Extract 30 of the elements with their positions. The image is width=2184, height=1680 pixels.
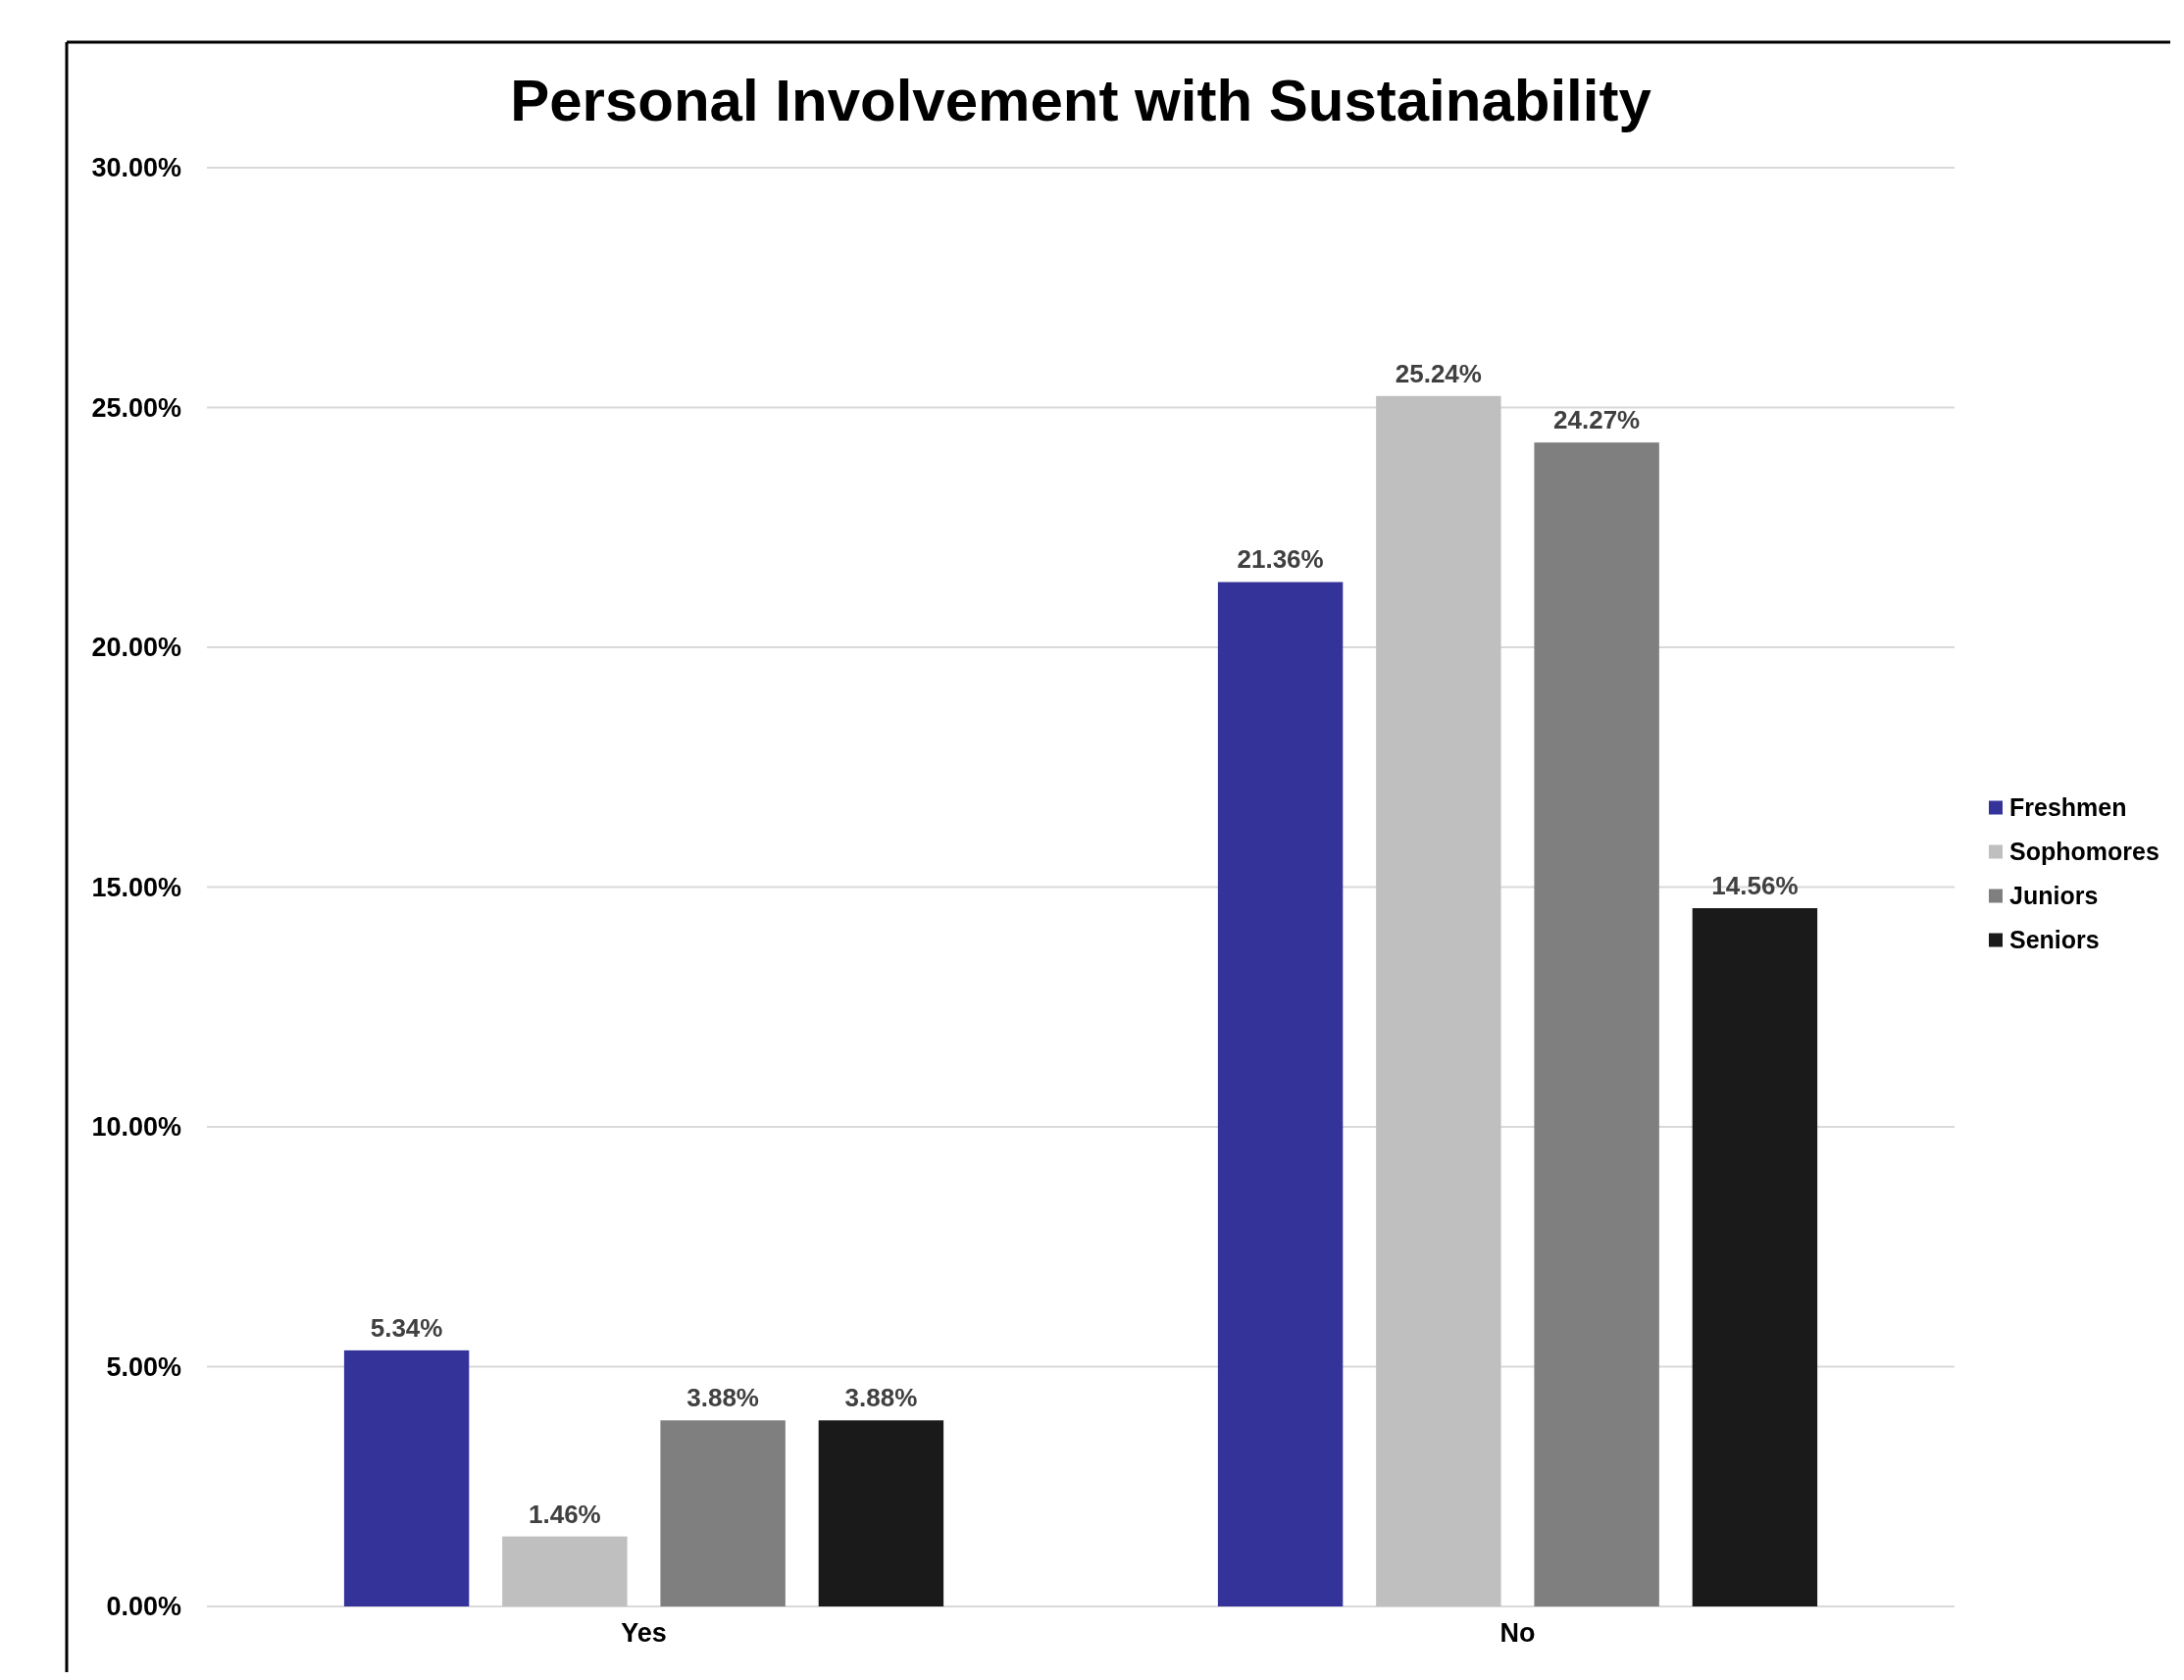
- chart-title: Personal Involvement with Sustainability: [510, 68, 1652, 133]
- data-label: 5.34%: [370, 1312, 443, 1343]
- y-tick-label: 10.00%: [91, 1112, 181, 1142]
- bar: [660, 1420, 786, 1606]
- data-label: 14.56%: [1711, 871, 1799, 901]
- y-tick-label: 25.00%: [91, 392, 181, 423]
- bar: [343, 1349, 470, 1606]
- bar: [502, 1536, 628, 1606]
- x-tick-label: Yes: [621, 1618, 667, 1648]
- y-tick-label: 5.00%: [106, 1351, 181, 1382]
- data-label: 25.24%: [1395, 358, 1482, 388]
- data-label: 3.88%: [844, 1383, 918, 1413]
- y-tick-label: 0.00%: [106, 1592, 181, 1621]
- data-label: 21.36%: [1237, 544, 1324, 575]
- bar: [1692, 908, 1818, 1606]
- bar: [1376, 395, 1501, 1606]
- legend-label: Sophomores: [2009, 837, 2159, 865]
- legend-label: Freshmen: [2009, 792, 2127, 821]
- bar: [1534, 442, 1659, 1606]
- bar: [818, 1420, 944, 1606]
- legend-label: Seniors: [2009, 925, 2100, 953]
- data-label: 1.46%: [529, 1499, 601, 1529]
- y-tick-label: 15.00%: [91, 872, 181, 902]
- y-tick-label: 20.00%: [91, 633, 181, 662]
- x-tick-label: No: [1499, 1618, 1536, 1648]
- legend-label: Juniors: [2009, 881, 2099, 909]
- bar: [1217, 582, 1344, 1606]
- y-tick-label: 30.00%: [91, 153, 181, 182]
- data-label: 3.88%: [686, 1383, 759, 1413]
- data-label: 24.27%: [1553, 405, 1641, 435]
